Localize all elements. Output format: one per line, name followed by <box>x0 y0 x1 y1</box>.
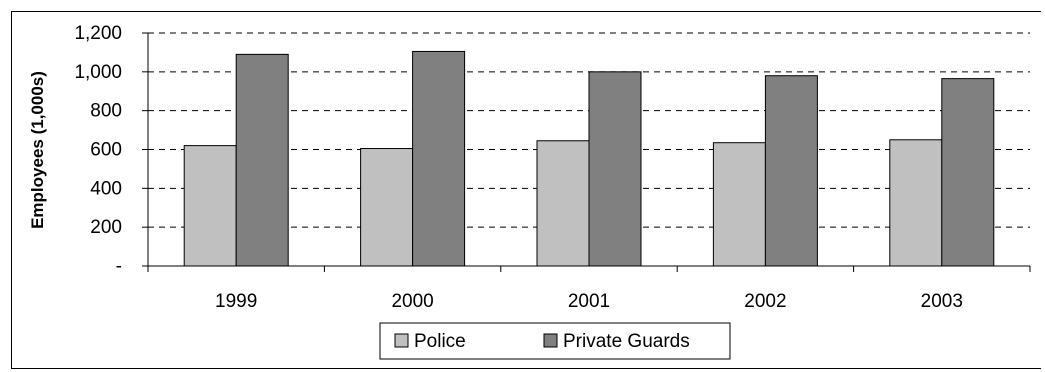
legend-swatch-private-guards <box>543 333 558 348</box>
x-tick-label-2000: 2000 <box>391 291 433 312</box>
bar-police-2002 <box>712 142 766 267</box>
bar-private-guards-2003 <box>941 78 995 267</box>
y-tick-label-600: 600 <box>90 140 122 161</box>
y-tick-label-800: 800 <box>90 101 122 122</box>
bar-police-2003 <box>889 139 943 267</box>
bar-private-guards-2001 <box>588 71 642 267</box>
y-tick-label-0: - <box>116 256 122 277</box>
y-axis-title: Employees (1,000s) <box>28 71 47 229</box>
chart-frame <box>11 11 1041 369</box>
bar-police-2000 <box>360 148 414 267</box>
y-tick-label-1000: 1,000 <box>74 62 122 83</box>
x-tick-label-2003: 2003 <box>921 291 963 312</box>
y-tick-label-200: 200 <box>90 217 122 238</box>
legend-label-private-guards: Private Guards <box>563 331 690 352</box>
bar-private-guards-1999 <box>235 53 289 267</box>
legend: Police Private Guards <box>379 322 731 360</box>
x-tick-label-2002: 2002 <box>744 291 786 312</box>
x-tick-labels: 1999 2000 2001 2002 2003 <box>215 291 963 312</box>
bar-police-2001 <box>536 140 590 267</box>
y-tick-label-1200: 1,200 <box>74 23 122 44</box>
x-tick-label-1999: 1999 <box>215 291 257 312</box>
bar-private-guards-2000 <box>412 50 466 267</box>
x-tick-label-2001: 2001 <box>568 291 610 312</box>
y-tick-label-400: 400 <box>90 178 122 199</box>
legend-swatch-police <box>394 333 409 348</box>
bar-police-1999 <box>183 145 237 267</box>
bar-private-guards-2002 <box>764 75 818 267</box>
legend-label-police: Police <box>414 331 466 352</box>
axes <box>142 32 1031 272</box>
y-tick-labels: - 200 400 600 800 1,000 1,200 <box>74 23 122 277</box>
bars <box>183 50 995 267</box>
